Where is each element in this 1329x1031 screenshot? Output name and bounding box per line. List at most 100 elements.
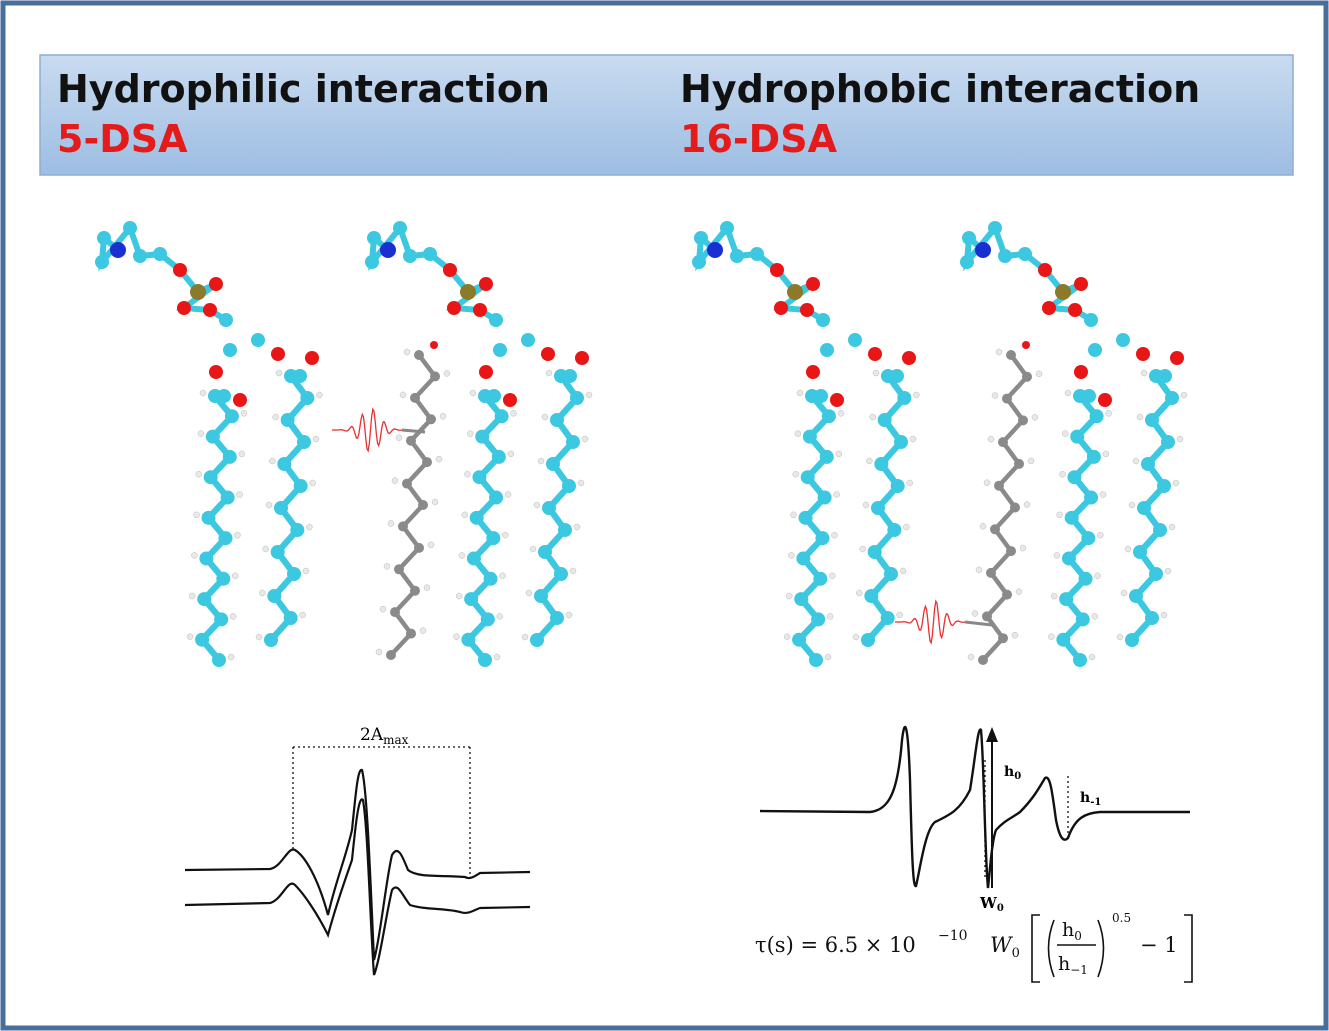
atom (478, 389, 492, 403)
atom (1042, 301, 1056, 315)
atom (481, 612, 495, 626)
hydrogen (380, 606, 386, 612)
hydrogen (534, 502, 540, 508)
atom (570, 391, 584, 405)
atom (874, 457, 888, 471)
hydrogen (900, 568, 906, 574)
atom (414, 350, 424, 360)
atom (208, 389, 222, 403)
atom (884, 567, 898, 581)
figure-canvas: Hydrophilic interaction 5-DSA Hydrophobi… (0, 0, 1329, 1031)
atom (423, 247, 437, 261)
atom (297, 435, 311, 449)
atom (97, 231, 111, 245)
hydrogen (870, 414, 876, 420)
atom (478, 653, 492, 667)
atom (418, 500, 428, 510)
atom (486, 531, 500, 545)
hydrogen (825, 654, 831, 660)
hydrogen (232, 573, 238, 579)
atom (1074, 365, 1088, 379)
hydrogen (384, 563, 390, 569)
hydrogen (456, 593, 462, 599)
hydrogen (1177, 436, 1183, 442)
hydrogen (470, 390, 476, 396)
hydrogen (1089, 654, 1095, 660)
atom (1070, 430, 1084, 444)
formula-w-sub: 0 (1012, 946, 1020, 961)
hydrogen (198, 431, 204, 437)
atom (197, 592, 211, 606)
panel-title: Hydrophilic interaction (57, 67, 550, 111)
atom (460, 284, 476, 300)
atom (1065, 511, 1079, 525)
hydrogen (996, 349, 1002, 355)
atom (393, 221, 407, 235)
atom (820, 450, 834, 464)
atom (1116, 333, 1130, 347)
atom (1157, 479, 1171, 493)
hydrogen (1169, 524, 1175, 530)
hydrogen (494, 654, 500, 660)
hydrogen (200, 390, 206, 396)
hydrogen (1125, 546, 1131, 552)
atom (284, 611, 298, 625)
atom (398, 521, 408, 531)
atom (467, 551, 481, 565)
atom (173, 263, 187, 277)
hydrogen (234, 532, 240, 538)
atom (1141, 457, 1155, 471)
hydrogen (1137, 414, 1143, 420)
hydrogen (831, 532, 837, 538)
atom (464, 592, 478, 606)
hydrogen (1097, 532, 1103, 538)
hydrogen (436, 456, 442, 462)
hydrogen (196, 471, 202, 477)
num-base: h (1062, 919, 1074, 941)
atom (830, 393, 844, 407)
hydrogen (497, 613, 503, 619)
atom (521, 333, 535, 347)
atom (805, 389, 819, 403)
atom (799, 511, 813, 525)
atom (960, 255, 974, 269)
atom (410, 393, 420, 403)
hydrogen (230, 613, 236, 619)
atom (1062, 551, 1076, 565)
atom (1081, 531, 1095, 545)
hydrogen (306, 524, 312, 530)
atom (800, 303, 814, 317)
atom (864, 589, 878, 603)
den-base: h (1058, 953, 1070, 975)
atom (1087, 450, 1101, 464)
atom (998, 633, 1008, 643)
atom (402, 479, 412, 489)
atom (461, 633, 475, 647)
atom (787, 284, 803, 300)
hydrogen (1024, 502, 1030, 508)
atom (294, 479, 308, 493)
formula-tail: − 1 (1140, 933, 1178, 957)
atom (1002, 394, 1012, 404)
atom (1014, 459, 1024, 469)
hydrogen (1032, 414, 1038, 420)
hydrogen (392, 478, 398, 484)
hydrogen (1054, 552, 1060, 558)
hydrogen (866, 458, 872, 464)
atom (221, 491, 235, 505)
hydrogen (1173, 480, 1179, 486)
atom (881, 369, 895, 383)
hydrogen (464, 471, 470, 477)
hydrogen (428, 542, 434, 548)
atom (177, 301, 191, 315)
hydrogen (863, 502, 869, 508)
atom (558, 523, 572, 537)
hydrogen (508, 451, 514, 457)
hydrogen (582, 436, 588, 442)
atom (770, 263, 784, 277)
hydrogen (256, 634, 262, 640)
hydrogen (400, 392, 406, 398)
atom (390, 607, 400, 617)
atom (1084, 313, 1098, 327)
hydrogen (570, 568, 576, 574)
